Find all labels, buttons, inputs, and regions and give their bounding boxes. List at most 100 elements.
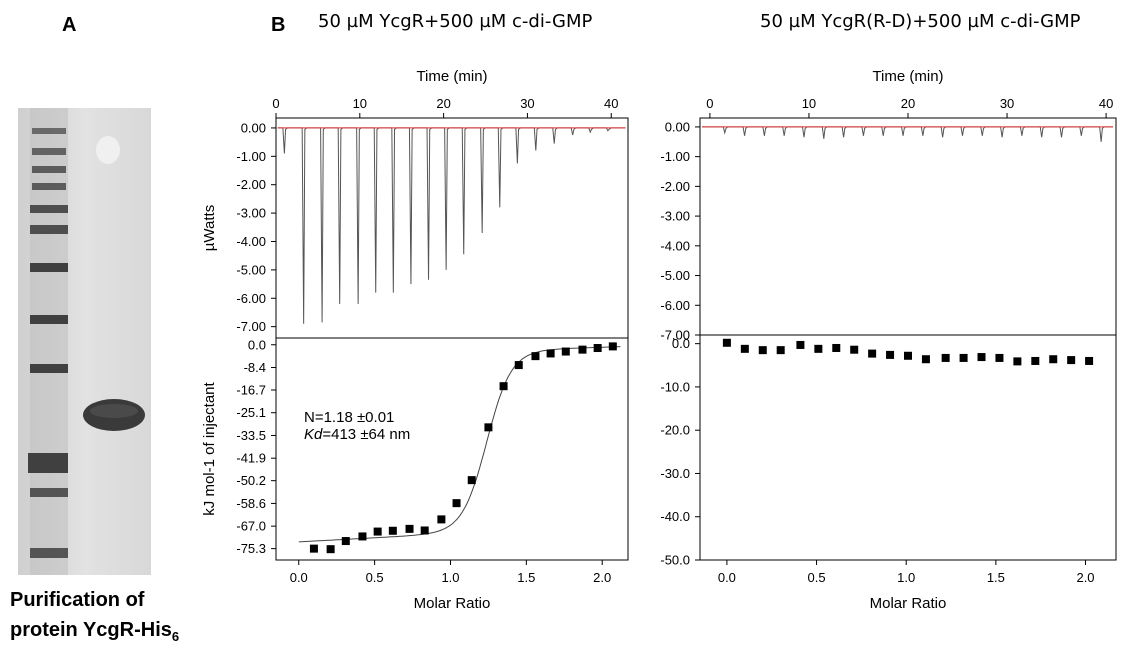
- c1-raw-trace: [277, 127, 626, 324]
- c1-data-point: [309, 544, 318, 553]
- c2-ratio-tick-label: 0.5: [808, 570, 826, 585]
- c2-data-point: [904, 351, 912, 360]
- c1-bottom-ytick-label: -8.4: [244, 360, 266, 375]
- c1-ratio-tick-label: 0.5: [366, 570, 384, 585]
- c1-top-ytick-label: -5.00: [236, 262, 266, 277]
- c1-bottom-ytick-label: -67.0: [236, 519, 266, 534]
- c2-data-point: [959, 353, 968, 362]
- c1-bottom-ytick-label: -16.7: [236, 382, 266, 397]
- c1-data-point: [326, 545, 335, 554]
- c2-bottom-xlabel: Molar Ratio: [870, 595, 947, 612]
- c1-data-point: [467, 476, 476, 485]
- c1-data-point: [420, 526, 429, 535]
- c1-top-ytick-label: -2.00: [236, 177, 266, 192]
- c1-top-ytick-label: -7.00: [236, 319, 266, 334]
- c2-data-point: [886, 350, 895, 359]
- c2-data-point: [796, 340, 805, 349]
- c2-data-point: [722, 338, 731, 347]
- c1-bottom-frame: [275, 337, 629, 561]
- c2-top-ytick-label: -6.00: [660, 298, 690, 313]
- c1-data-point: [437, 515, 446, 524]
- c2-top-ytick-label: -3.00: [660, 209, 690, 224]
- chart2-title: 50 µM YcgR(R-D)+500 µM c-di-GMP: [760, 11, 1081, 32]
- c2-data-point: [832, 343, 841, 352]
- c1-bottom-ytick-label: -50.2: [236, 473, 266, 488]
- c2-ratio-tick-label: 1.5: [987, 570, 1005, 585]
- c1-ratio-tick-label: 0.0: [290, 570, 308, 585]
- c1-top-ytick-label: -1.00: [236, 149, 266, 164]
- c2-raw-trace: [701, 126, 1114, 142]
- c1-time-tick-label: 30: [520, 96, 534, 111]
- c1-top-ylabel: µWatts: [201, 205, 218, 251]
- c2-top-xlabel: Time (min): [872, 68, 943, 85]
- gel-image: [18, 108, 151, 575]
- c2-top-frame: [699, 117, 1117, 336]
- c2-time-tick-label: 20: [901, 96, 915, 111]
- c1-fit-curve: [298, 346, 621, 543]
- c1-bottom-ytick-label: -41.9: [236, 451, 266, 466]
- c2-data-point: [1067, 356, 1076, 365]
- c2-data-point: [868, 349, 877, 358]
- c1-top-frame: [275, 117, 629, 339]
- c2-bottom-ytick-label: -20.0: [660, 423, 690, 438]
- gel-caption-line2-main: protein YcgR-His: [10, 619, 172, 641]
- c1-ratio-tick-label: 2.0: [593, 570, 611, 585]
- c1-data-point: [531, 352, 540, 361]
- c2-top-ytick-label: -1.00: [660, 149, 690, 164]
- c1-top-ytick-label: -3.00: [236, 206, 266, 221]
- gel-caption: Purification of protein YcgR-His6: [10, 585, 179, 652]
- c2-data-point: [977, 353, 986, 362]
- c1-ratio-tick-label: 1.0: [441, 570, 459, 585]
- c1-time-tick-label: 10: [353, 96, 367, 111]
- c2-bottom-ytick-label: -40.0: [660, 509, 690, 524]
- c2-top-ytick-label: -7.00: [660, 328, 690, 343]
- c2-data-point: [921, 355, 930, 364]
- c2-time-tick-label: 10: [802, 96, 816, 111]
- c2-top-ytick-label: -5.00: [660, 268, 690, 283]
- c2-data-point: [814, 344, 823, 353]
- c2-data-point: [1085, 356, 1094, 365]
- c1-time-tick-label: 0: [272, 96, 279, 111]
- c1-bottom-ytick-label: 0.0: [248, 337, 266, 352]
- c1-top-xlabel: Time (min): [416, 68, 487, 85]
- c1-annotation-kd: Kd=413 ±64 nm: [304, 426, 410, 443]
- c1-data-point: [514, 361, 523, 370]
- c1-data-point: [578, 345, 587, 354]
- c1-top-ytick-label: -6.00: [236, 291, 266, 306]
- c1-data-point: [484, 423, 493, 432]
- c2-data-point: [995, 353, 1004, 362]
- c1-time-tick-label: 20: [436, 96, 450, 111]
- c1-ratio-tick-label: 1.5: [517, 570, 535, 585]
- panel-b-letter: B: [271, 14, 286, 36]
- c2-bottom-ytick-label: -30.0: [660, 466, 690, 481]
- c2-ratio-tick-label: 1.0: [897, 570, 915, 585]
- c2-data-point: [941, 353, 950, 362]
- c1-data-point: [405, 524, 414, 533]
- c1-time-tick-label: 40: [604, 96, 618, 111]
- c1-data-point: [388, 526, 397, 535]
- c1-bottom-ytick-label: -33.5: [236, 428, 266, 443]
- c1-data-point: [373, 527, 382, 536]
- c1-top-ytick-label: 0.00: [241, 120, 266, 135]
- c1-data-point: [546, 349, 555, 358]
- c1-annotation-kd-label: Kd: [304, 426, 323, 443]
- c1-data-point: [593, 344, 602, 353]
- c1-top-ytick-label: -4.00: [236, 234, 266, 249]
- c1-bottom-ylabel: kJ mol-1 of injectant: [201, 381, 218, 515]
- c1-annotation-n: N=1.18 ±0.01: [304, 409, 394, 426]
- c2-time-tick-label: 0: [706, 96, 713, 111]
- chart1-title: 50 µM YcgR+500 µM c-di-GMP: [318, 11, 593, 32]
- gel-caption-subscript: 6: [171, 629, 180, 644]
- c2-data-point: [776, 346, 785, 355]
- c2-ratio-tick-label: 2.0: [1076, 570, 1094, 585]
- c2-bottom-ytick-label: -10.0: [660, 379, 690, 394]
- c2-data-point: [758, 346, 767, 355]
- c2-data-point: [740, 344, 749, 353]
- c2-ratio-tick-label: 0.0: [718, 570, 736, 585]
- c2-bottom-frame: [699, 334, 1117, 561]
- c2-data-point: [1031, 356, 1040, 365]
- c2-time-tick-label: 30: [1000, 96, 1014, 111]
- c2-bottom-ytick-label: -50.0: [660, 553, 690, 568]
- c2-time-tick-label: 40: [1099, 96, 1113, 111]
